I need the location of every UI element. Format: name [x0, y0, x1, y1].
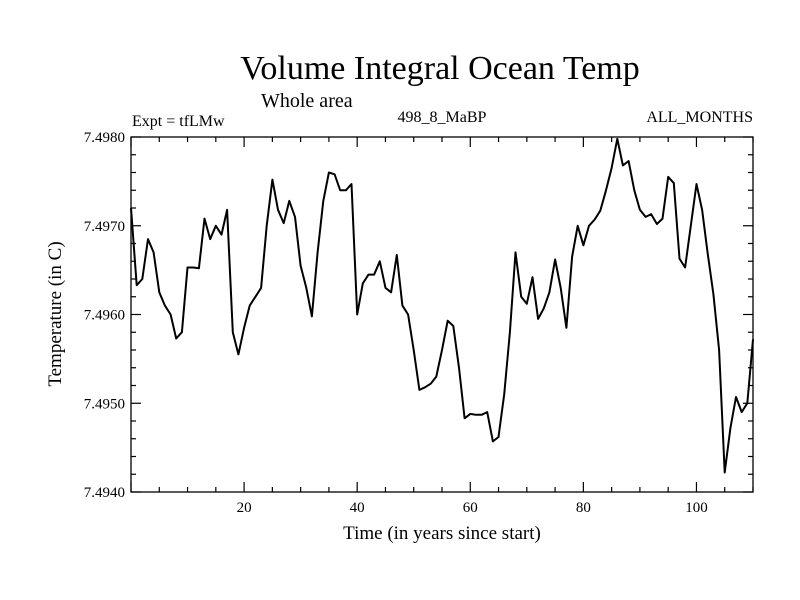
x-axis-label: Time (in years since start) [343, 523, 541, 544]
y-tick-label: 7.4960 [84, 308, 125, 324]
y-tick-label: 7.4940 [84, 485, 125, 501]
series-line-ocean-temp [130, 137, 754, 474]
axis-tick-labels: 20 40 60 80 100 7.4940 7.4950 7.4960 7.4970 7.498… [84, 130, 708, 516]
experiment-label: Expt = tfLMw [132, 113, 225, 130]
run-label: 498_8_MaBP [398, 109, 487, 126]
months-label: ALL_MONTHS [646, 109, 753, 126]
y-axis-label: Temperature (in C) [45, 241, 66, 386]
y-tick-label: 7.4980 [84, 130, 125, 146]
x-tick-label: 100 [685, 500, 708, 516]
x-tick-label: 80 [576, 500, 591, 516]
x-tick-label: 60 [463, 500, 478, 516]
chart-subtitle: Whole area [261, 90, 353, 112]
chart-title: Volume Integral Ocean Temp [240, 50, 640, 87]
plot-frame [130, 136, 754, 493]
x-tick-label: 20 [237, 500, 252, 516]
y-tick-label: 7.4970 [84, 219, 125, 235]
y-tick-label: 7.4950 [84, 396, 125, 412]
axis-ticks [130, 136, 754, 493]
x-tick-label: 40 [350, 500, 365, 516]
